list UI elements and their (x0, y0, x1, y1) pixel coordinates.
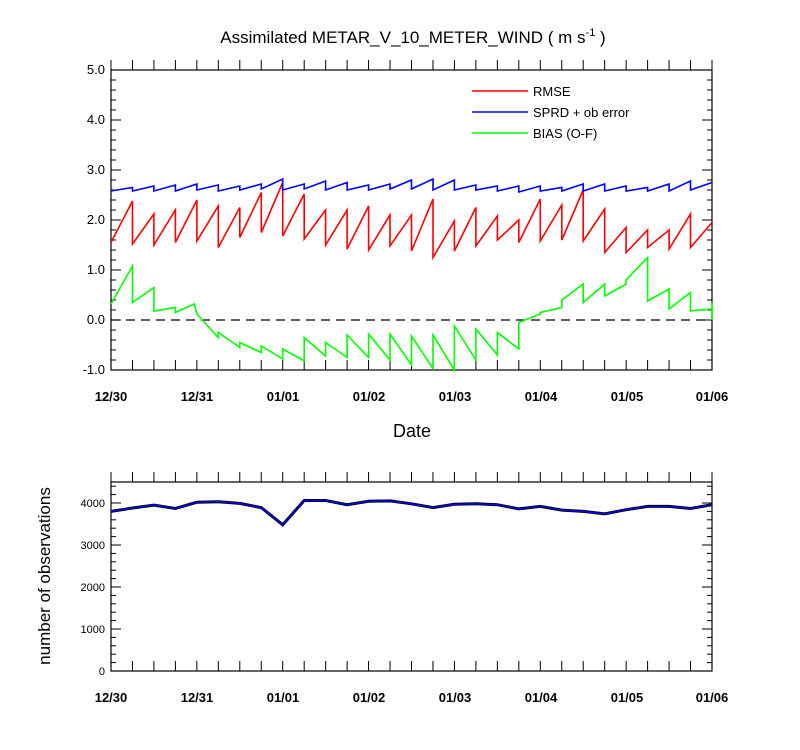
top-x-tick-labels: 12/30 12/31 01/01 01/02 01/03 01/04 01/05 01/06 (95, 389, 729, 404)
y-tick-label: 1.0 (87, 262, 105, 277)
y-tick-label: 4000 (81, 498, 105, 510)
x-axis-label: Date (393, 421, 431, 441)
top-chart-title-main: Assimilated METAR_V_10_METER_WIND ( m s (220, 28, 585, 47)
observations-line (110, 499, 713, 526)
bottom-x-tick-labels: 12/30 12/31 01/01 01/02 01/03 01/04 01/05 01/06 (95, 690, 729, 705)
top-chart-title-superscript: -1 (586, 27, 596, 39)
x-tick-label: 12/30 (95, 690, 128, 705)
x-tick-label: 01/01 (267, 690, 300, 705)
series-line-sprd-ob-error (110, 177, 713, 194)
x-tick-label: 01/01 (267, 389, 300, 404)
bottom-chart-panel: 0 1000 2000 3000 4000 12/30 12/31 01/01 01/02 01… (35, 472, 728, 705)
y-tick-label: 2.0 (87, 212, 105, 227)
top-y-tick-labels: -1.0 0.0 1.0 2.0 3.0 4.0 5.0 (83, 62, 105, 377)
x-tick-label: 01/06 (696, 690, 729, 705)
y-tick-label: 0 (99, 666, 105, 678)
top-chart-panel: -1.0 0.0 1.0 2.0 3.0 4.0 5.0 12/30 12/31 01/01 01… (83, 60, 729, 441)
x-tick-label: 01/05 (611, 690, 644, 705)
y-tick-label: 3.0 (87, 162, 105, 177)
top-chart-title: Assimilated METAR_V_10_METER_WIND ( m s-… (220, 27, 605, 47)
x-tick-label: 01/03 (439, 389, 472, 404)
x-tick-label: 01/02 (353, 690, 386, 705)
legend-label-sprd: SPRD + ob error (533, 105, 630, 120)
y-tick-label: 3000 (81, 540, 105, 552)
x-tick-label: 12/30 (95, 389, 128, 404)
x-tick-label: 01/02 (353, 389, 386, 404)
top-chart-title-suffix: ) (595, 28, 605, 47)
legend-label-rmse: RMSE (533, 84, 571, 99)
bottom-axis-ticks (110, 472, 713, 672)
top-axis-ticks (110, 60, 713, 371)
series-line-rmse (110, 182, 713, 261)
y-tick-label: 1000 (81, 624, 105, 636)
legend-label-bias: BIAS (O-F) (533, 126, 597, 141)
y-tick-label: 0.0 (87, 312, 105, 327)
y-tick-label: 5.0 (87, 62, 105, 77)
x-tick-label: 01/06 (696, 389, 729, 404)
legend: RMSE SPRD + ob error BIAS (O-F) (472, 84, 630, 141)
bottom-series-group (110, 499, 713, 527)
series-line-bias-o-f (110, 255, 713, 373)
y-tick-label: 2000 (81, 582, 105, 594)
y-axis-label-observations: number of observations (35, 487, 54, 665)
x-tick-label: 12/31 (181, 389, 214, 404)
x-tick-label: 01/04 (525, 690, 558, 705)
bottom-y-tick-labels: 0 1000 2000 3000 4000 (81, 498, 105, 678)
x-tick-label: 01/03 (439, 690, 472, 705)
y-tick-label: 4.0 (87, 112, 105, 127)
x-tick-label: 01/04 (525, 389, 558, 404)
x-tick-label: 01/05 (611, 389, 644, 404)
x-tick-label: 12/31 (181, 690, 214, 705)
y-tick-label: -1.0 (83, 362, 105, 377)
top-series-group (110, 177, 713, 373)
